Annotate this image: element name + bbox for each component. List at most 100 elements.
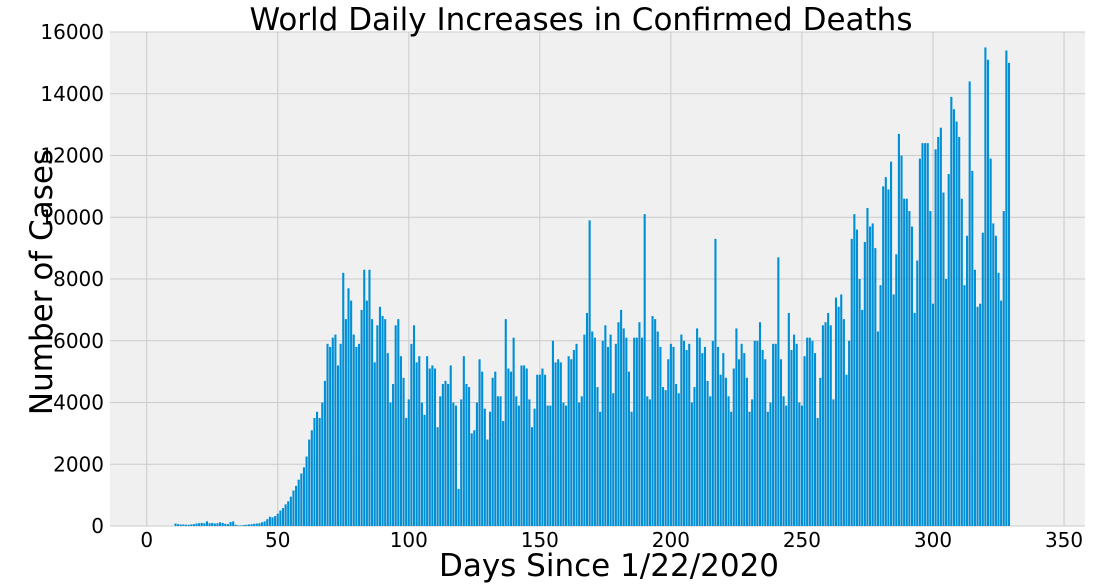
bar xyxy=(418,356,421,526)
bar xyxy=(357,343,361,526)
bar xyxy=(979,303,982,526)
bar xyxy=(937,136,940,526)
y-tick-label: 12000 xyxy=(40,144,104,168)
bar xyxy=(240,525,243,526)
bar xyxy=(232,521,235,526)
bar xyxy=(950,96,953,527)
bar xyxy=(918,158,921,526)
bar xyxy=(711,340,714,526)
bar xyxy=(452,402,455,526)
bar xyxy=(321,402,324,526)
bar xyxy=(258,523,261,526)
bar xyxy=(643,214,646,526)
bar xyxy=(745,377,748,526)
x-tick-label: 300 xyxy=(914,528,952,552)
bar xyxy=(336,365,340,526)
bars xyxy=(174,47,1011,527)
bar xyxy=(748,411,751,526)
bar xyxy=(782,396,785,526)
bar xyxy=(496,396,499,526)
bar xyxy=(177,524,180,526)
bar xyxy=(735,328,738,526)
bar xyxy=(580,396,583,526)
bar xyxy=(714,238,717,527)
bar xyxy=(502,421,505,526)
bar xyxy=(866,207,869,527)
bar xyxy=(507,368,510,526)
y-tick-label: 14000 xyxy=(40,82,104,106)
y-axis-label: Number of Cases xyxy=(24,149,60,415)
bar xyxy=(819,377,822,526)
bar xyxy=(457,488,460,526)
bar xyxy=(536,374,539,526)
bar xyxy=(263,521,266,526)
bar xyxy=(656,331,659,526)
bar xyxy=(523,365,526,526)
bar xyxy=(208,523,211,526)
bar xyxy=(827,312,830,526)
bar xyxy=(572,350,575,526)
bar xyxy=(198,523,201,526)
bar xyxy=(724,377,727,526)
bar xyxy=(635,337,638,526)
x-axis-label: Days Since 1/22/2020 xyxy=(439,548,779,584)
bar xyxy=(834,297,838,526)
bar xyxy=(481,371,484,526)
bar xyxy=(334,334,337,526)
bar xyxy=(428,368,431,526)
bar xyxy=(515,396,518,526)
bar xyxy=(897,133,900,526)
bar xyxy=(326,343,329,526)
bar xyxy=(627,371,630,526)
bar xyxy=(371,319,374,526)
bar xyxy=(596,387,599,526)
bar xyxy=(329,346,332,526)
bar xyxy=(517,405,520,526)
bar xyxy=(848,340,851,526)
bar xyxy=(806,337,809,526)
bar xyxy=(693,387,696,526)
bar xyxy=(787,312,790,526)
bar xyxy=(253,523,256,526)
bar xyxy=(350,300,353,526)
x-tick-label: 250 xyxy=(783,528,821,552)
bar xyxy=(798,402,801,526)
bar xyxy=(226,524,229,526)
bar xyxy=(761,350,764,526)
bar xyxy=(533,408,536,526)
bar xyxy=(305,456,308,526)
bar xyxy=(287,501,290,526)
bar xyxy=(945,279,948,526)
bar xyxy=(289,496,292,526)
bar xyxy=(989,158,992,526)
bar xyxy=(934,149,937,526)
bar xyxy=(462,356,465,526)
bar xyxy=(583,334,586,526)
bar xyxy=(737,359,741,526)
bar xyxy=(976,306,979,526)
x-axis-ticks: 0 50 100 150 200 250 300 350 xyxy=(140,528,1083,552)
bar xyxy=(200,522,203,526)
y-tick-label: 2000 xyxy=(53,452,104,476)
bar xyxy=(1000,300,1003,526)
bar xyxy=(682,340,686,526)
bar xyxy=(719,374,722,526)
bar xyxy=(431,365,434,526)
bar xyxy=(541,368,544,526)
bar xyxy=(271,517,274,526)
bar xyxy=(504,319,507,526)
bar xyxy=(316,411,319,526)
bar xyxy=(360,309,363,526)
bar xyxy=(318,417,321,526)
bar xyxy=(331,337,334,526)
bar xyxy=(740,343,743,526)
bar xyxy=(525,368,528,526)
bar xyxy=(478,359,481,526)
bar xyxy=(882,186,885,526)
bar xyxy=(578,402,581,526)
bar xyxy=(942,192,945,527)
bar xyxy=(887,189,890,526)
bar xyxy=(255,523,258,526)
bar xyxy=(260,522,264,526)
bar xyxy=(680,334,683,526)
